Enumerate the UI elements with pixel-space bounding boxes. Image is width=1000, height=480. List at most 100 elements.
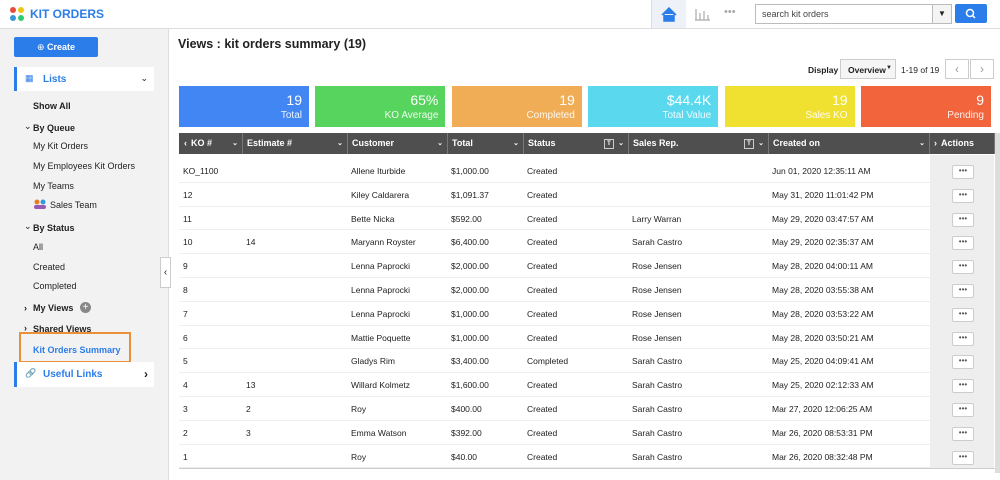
summary-card[interactable]: 19 Sales KO xyxy=(724,86,855,127)
card-value: 19 xyxy=(559,92,575,108)
table-cell: $1,091.37 xyxy=(451,189,489,200)
table-cell: 2 xyxy=(246,404,251,414)
menu-item[interactable]: All xyxy=(33,242,44,252)
table-cell: May 29, 2020 03:47:57 AM xyxy=(772,213,874,224)
create-button[interactable]: ⊕ Create xyxy=(14,37,98,57)
column-header[interactable]: › Actions xyxy=(930,133,995,154)
row-border xyxy=(179,443,930,445)
menu-item[interactable]: My Teams xyxy=(33,181,74,191)
search-input[interactable]: search kit orders xyxy=(755,4,934,24)
table-cell: 10 xyxy=(183,237,193,248)
summary-card[interactable]: 9 Pending xyxy=(861,86,991,127)
table-cell: $1,000.00 xyxy=(451,332,489,343)
row-action-button[interactable]: ••• xyxy=(952,307,974,322)
table-cell: $6,400.00 xyxy=(451,237,489,248)
useful-links[interactable]: 🔗 Useful Links › xyxy=(14,362,154,387)
menu-item[interactable]: Sales Team xyxy=(50,200,97,210)
summary-card[interactable]: 65% KO Average xyxy=(315,86,446,127)
column-header[interactable]: Total ⌄ xyxy=(448,133,524,154)
show-all[interactable]: Show All xyxy=(33,101,71,111)
menu-item[interactable]: My Kit Orders xyxy=(33,141,89,151)
sort-icon: ⌄ xyxy=(758,140,764,147)
row-action-button[interactable]: ••• xyxy=(952,331,974,346)
top-bar: KIT ORDERS ••• search kit orders ▼ xyxy=(0,0,1000,29)
table-cell: Created xyxy=(527,380,558,391)
table-cell: Kiley Caldarera xyxy=(351,189,410,200)
table-cell: Rose Jensen xyxy=(632,261,682,272)
column-header[interactable]: Estimate # ⌄ xyxy=(243,133,348,154)
column-header[interactable]: Status T ⌄ xyxy=(524,133,629,154)
column-title: Created on xyxy=(773,138,821,148)
menu-item-active[interactable]: Kit Orders Summary xyxy=(33,345,121,355)
lists-header[interactable]: ▦ Lists ⌄ xyxy=(14,67,154,91)
row-action-button[interactable]: ••• xyxy=(952,212,974,227)
table-cell: 13 xyxy=(246,380,256,391)
filter-icon: T xyxy=(744,139,754,149)
table-cell: 1 xyxy=(183,451,188,462)
table-cell: $2,000.00 xyxy=(451,285,489,295)
reports-tab[interactable] xyxy=(686,0,718,28)
row-action-button[interactable]: ••• xyxy=(952,284,974,298)
column-title: Estimate # xyxy=(247,138,293,148)
display-select[interactable]: Overview ▼ xyxy=(840,59,896,79)
table-cell: $40.00 xyxy=(451,451,477,462)
row-border xyxy=(179,229,930,231)
group-label[interactable]: Shared Views xyxy=(33,324,92,334)
menu-item[interactable]: Created xyxy=(33,262,66,272)
search-placeholder: search kit orders xyxy=(762,9,829,19)
menu-item[interactable]: Completed xyxy=(33,281,77,291)
row-action-button[interactable]: ••• xyxy=(952,236,974,251)
column-header[interactable]: Created on ⌄ xyxy=(769,133,930,154)
row-action-button[interactable]: ••• xyxy=(952,165,974,179)
add-view-icon[interactable]: + xyxy=(80,302,91,313)
row-border xyxy=(179,372,930,374)
menu-item[interactable]: My Employees Kit Orders xyxy=(33,161,136,171)
prev-page[interactable]: ‹ xyxy=(945,59,969,79)
row-border xyxy=(179,253,930,255)
table-cell: Sarah Castro xyxy=(632,356,683,367)
summary-card[interactable]: 19 Total xyxy=(179,86,309,127)
row-border xyxy=(179,467,930,469)
group-label[interactable]: My Views xyxy=(33,303,74,313)
table-cell: Rose Jensen xyxy=(632,308,682,319)
card-label: Completed xyxy=(526,110,575,121)
lists-label: Lists xyxy=(43,74,67,85)
table-cell: May 28, 2020 04:00:11 AM xyxy=(772,261,873,272)
row-action-button[interactable]: ••• xyxy=(952,355,974,370)
row-action-button[interactable]: ••• xyxy=(952,188,974,203)
table-cell: 14 xyxy=(246,237,256,248)
table-cell: Created xyxy=(527,427,558,438)
search-dropdown[interactable]: ▼ xyxy=(932,4,952,24)
home-tab[interactable] xyxy=(651,0,686,28)
column-title: Actions xyxy=(941,138,975,148)
card-label: Pending xyxy=(947,110,984,121)
table-cell: Emma Watson xyxy=(351,427,407,438)
row-action-button[interactable]: ••• xyxy=(952,379,974,394)
summary-card[interactable]: 19 Completed xyxy=(451,86,582,127)
column-title: Status xyxy=(528,138,556,148)
table-cell: Sarah Castro xyxy=(632,404,683,414)
next-page[interactable]: › xyxy=(970,59,994,79)
row-action-button[interactable]: ••• xyxy=(952,426,974,441)
column-header[interactable]: ‹ KO # ⌄ xyxy=(180,133,243,154)
table-cell: Created xyxy=(527,166,558,176)
display-option: Overview xyxy=(848,65,886,75)
sort-icon: ⌄ xyxy=(437,140,443,147)
column-header[interactable]: Sales Rep. T ⌄ xyxy=(629,133,769,154)
search-button[interactable] xyxy=(955,4,987,23)
column-header[interactable]: Customer ⌄ xyxy=(348,133,448,154)
summary-card[interactable]: $44.4K Total Value xyxy=(588,86,719,127)
row-action-button[interactable]: ••• xyxy=(952,450,974,465)
table-cell: Lenna Paprocki xyxy=(351,261,411,272)
collapse-tab[interactable]: ‹ xyxy=(160,257,171,288)
more-tab[interactable]: ••• xyxy=(724,6,736,18)
group-label[interactable]: By Queue xyxy=(33,123,76,133)
row-border xyxy=(179,277,930,278)
useful-links-label: Useful Links xyxy=(43,369,103,380)
group-label[interactable]: By Status xyxy=(33,223,75,233)
table-cell: Mar 27, 2020 12:06:25 AM xyxy=(772,404,873,414)
row-action-button[interactable]: ••• xyxy=(952,260,974,275)
row-action-button[interactable]: ••• xyxy=(952,403,974,417)
table-cell: Sarah Castro xyxy=(632,451,683,462)
team-icon xyxy=(34,199,46,209)
